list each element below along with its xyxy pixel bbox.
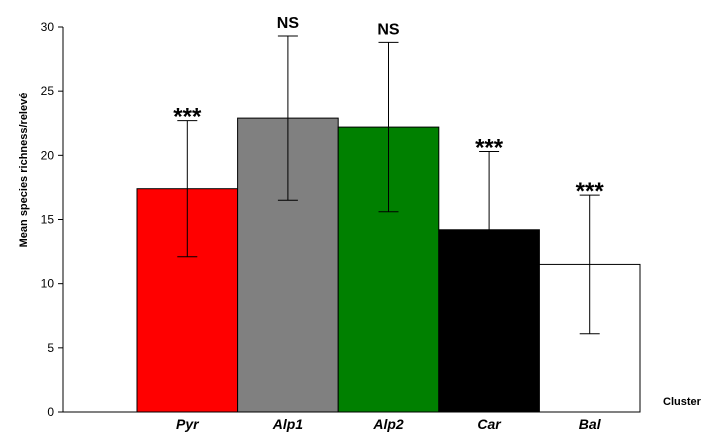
significance-label-pyr: ***: [173, 104, 202, 131]
category-label-alp1: Alp1: [272, 416, 304, 432]
y-tick-label-5: 5: [47, 341, 54, 355]
category-label-bal: Bal: [579, 416, 602, 432]
significance-label-alp2: NS: [377, 21, 400, 38]
y-tick-label-10: 10: [41, 277, 55, 291]
significance-label-bal: ***: [576, 178, 605, 205]
y-tick-label-20: 20: [41, 148, 55, 162]
category-label-car: Car: [477, 416, 502, 432]
y-tick-label-15: 15: [41, 213, 55, 227]
y-tick-label-0: 0: [47, 405, 54, 419]
plot-area: 0 5 10 15 20 25 30 *** Pyr NS Alp1 NS Alp2 *** Car *** B…: [41, 15, 641, 432]
significance-label-alp1: NS: [277, 15, 300, 32]
y-tick-label-30: 30: [41, 20, 55, 34]
category-label-pyr: Pyr: [176, 416, 200, 432]
y-tick-label-25: 25: [41, 84, 55, 98]
category-label-alp2: Alp2: [372, 416, 404, 432]
significance-label-car: ***: [475, 134, 504, 161]
y-axis-title: Mean species richness/relevé: [18, 93, 30, 248]
x-axis-title: Cluster: [663, 396, 702, 408]
